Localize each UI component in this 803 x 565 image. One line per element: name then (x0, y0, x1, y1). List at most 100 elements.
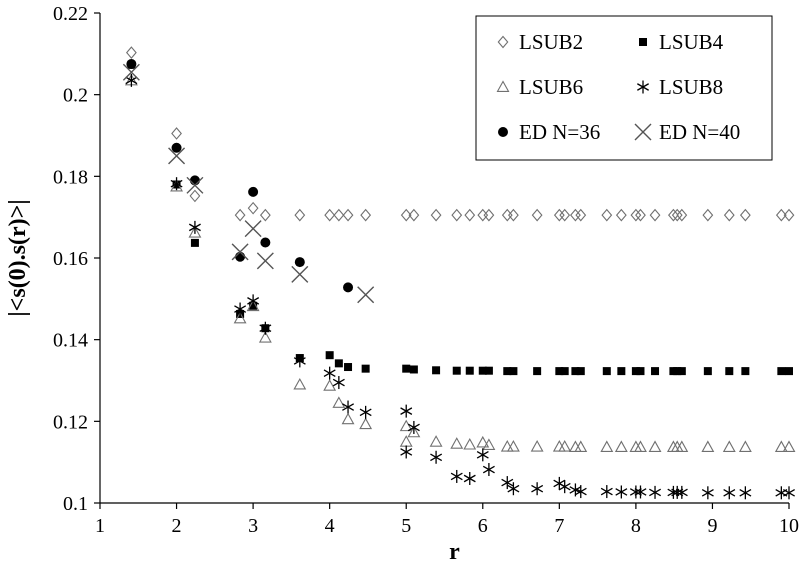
x-tick-label: 6 (478, 515, 488, 537)
series-ed-n-36 (126, 59, 354, 293)
data-point-x (244, 220, 262, 238)
data-point-triangle (188, 226, 202, 238)
data-point-asterisk (170, 177, 183, 191)
legend-marker-asterisk (637, 80, 649, 94)
data-point-triangle (399, 419, 413, 432)
x-tick-label: 8 (631, 515, 641, 537)
data-point-asterisk (247, 294, 260, 308)
data-point-diamond (615, 208, 627, 222)
y-tick-label: 0.22 (53, 3, 88, 25)
data-point-diamond (668, 208, 679, 222)
legend-box (475, 15, 773, 161)
data-point-triangle (648, 440, 662, 453)
data-point-diamond (702, 208, 714, 222)
data-point-x (231, 243, 249, 261)
data-point-triangle (506, 440, 520, 452)
data-point-asterisk (501, 476, 514, 490)
data-point-circle (235, 251, 246, 262)
data-point-triangle (568, 440, 582, 453)
data-point-square (741, 367, 750, 376)
data-point-triangle (774, 440, 788, 453)
data-point-asterisk (482, 463, 495, 477)
data-point-square (533, 367, 542, 376)
data-point-triangle (614, 440, 628, 453)
data-point-asterisk (188, 220, 201, 234)
data-point-square (334, 359, 343, 368)
series-lsub8 (125, 73, 795, 500)
data-point-square (777, 367, 786, 376)
legend-item: LSUB6 (496, 75, 583, 99)
data-point-square (673, 367, 682, 376)
data-point-triangle (293, 377, 307, 390)
data-point-square (576, 367, 585, 376)
x-tick-label: 9 (707, 515, 717, 537)
data-point-square (703, 367, 712, 376)
data-point-triangle (634, 440, 647, 453)
x-ticks: 1 2 3 4 5 6 7 8 9 10 (95, 503, 799, 537)
data-point-diamond (125, 46, 137, 59)
data-point-diamond (360, 208, 372, 222)
data-point-diamond (575, 208, 587, 222)
data-point-diamond (400, 208, 412, 222)
data-point-diamond (671, 208, 683, 222)
legend-marker-circle (498, 127, 508, 137)
data-point-diamond (234, 208, 246, 222)
data-point-square (344, 363, 353, 372)
data-point-square (478, 366, 487, 375)
data-point-square (725, 367, 734, 376)
y-axis-title: |<s(0).s(r)>| (5, 199, 31, 316)
data-point-asterisk (675, 485, 688, 499)
data-point-diamond (723, 208, 735, 222)
data-point-asterisk (259, 321, 272, 335)
legend-marker-x (634, 123, 652, 141)
x-tick-label: 7 (554, 515, 564, 537)
data-point-triangle (341, 412, 355, 425)
data-point-circle (343, 282, 354, 293)
x-tick-label: 2 (172, 515, 182, 537)
data-point-diamond (649, 208, 661, 222)
legend-item: LSUB8 (637, 75, 723, 99)
data-point-triangle (722, 440, 736, 453)
data-points (122, 46, 796, 500)
data-point-asterisk (293, 354, 306, 368)
data-point-diamond (783, 208, 795, 222)
data-point-diamond (501, 208, 513, 222)
data-point-triangle (482, 438, 496, 450)
data-point-diamond (294, 208, 306, 222)
data-point-asterisk (649, 485, 662, 499)
data-point-asterisk (476, 448, 489, 462)
data-point-square (555, 367, 564, 376)
data-point-square (785, 367, 793, 376)
data-point-square (402, 364, 411, 373)
data-point-square (325, 351, 334, 360)
legend-label: LSUB4 (659, 30, 724, 54)
data-point-circle (126, 59, 137, 70)
data-point-square (571, 367, 580, 376)
data-point-x (291, 265, 309, 283)
data-point-diamond (630, 208, 642, 222)
data-point-triangle (552, 440, 566, 452)
x-tick-label: 3 (248, 515, 258, 537)
data-point-square (651, 367, 660, 376)
legend-label: LSUB8 (659, 75, 723, 99)
data-point-diamond (508, 208, 519, 222)
data-point-triangle (476, 435, 490, 448)
data-point-x (168, 147, 186, 165)
data-point-triangle (246, 299, 260, 312)
data-point-asterisk (463, 472, 476, 485)
data-point-triangle (600, 440, 614, 453)
y-ticks: 0.1 0.12 0.14 0.16 0.18 0.2 0.22 (53, 3, 100, 515)
data-point-diamond (531, 208, 543, 222)
data-point-triangle (332, 396, 346, 408)
data-point-triangle (530, 440, 544, 452)
data-point-asterisk (783, 486, 795, 500)
data-point-triangle (399, 435, 413, 447)
data-point-triangle (323, 379, 337, 391)
data-point-diamond (559, 208, 571, 222)
x-tick-label: 5 (401, 515, 411, 537)
data-point-square (636, 367, 645, 376)
data-point-square (465, 366, 474, 375)
data-point-square (560, 367, 569, 376)
data-point-asterisk (450, 469, 463, 483)
data-point-diamond (247, 201, 259, 215)
